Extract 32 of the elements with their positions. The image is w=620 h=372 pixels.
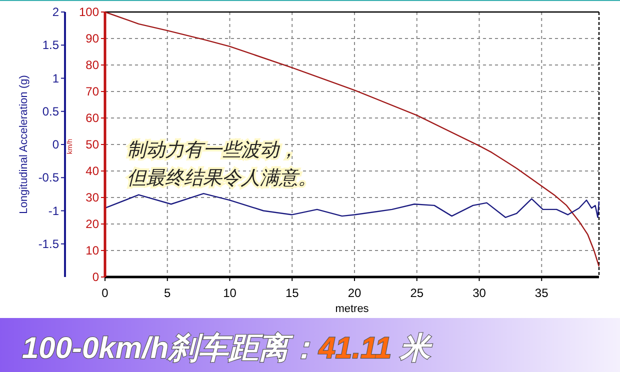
x-tick-label: 10 — [223, 286, 237, 300]
y-tick-label: 30 — [86, 190, 100, 204]
y2-tick-label: -1.5 — [38, 236, 60, 251]
y-tick-label: 0 — [92, 270, 100, 284]
y-tick-label: 60 — [86, 111, 100, 125]
y-tick-label: 40 — [86, 164, 100, 178]
y2-tick-label: 1 — [52, 71, 60, 86]
x-tick-label: 35 — [534, 286, 549, 300]
y2-axis-title: Longitudinal Acceleration (g) — [18, 75, 30, 214]
y2-tick-label: 0 — [52, 138, 60, 152]
x-axis-title: metres — [335, 303, 370, 315]
annotation: 制动力有一些波动， — [127, 140, 298, 161]
x-tick-label: 15 — [285, 286, 300, 300]
y2-tick-label: 0.5 — [42, 104, 60, 118]
y-tick-label: 50 — [86, 138, 100, 152]
y2-tick-label: 2 — [52, 5, 60, 19]
y2-tick-label: 1.5 — [42, 38, 60, 52]
y-tick-label: 90 — [86, 32, 100, 46]
y2-tick-label: -0.5 — [38, 170, 60, 185]
y-tick-label: 100 — [78, 5, 100, 19]
x-tick-label: 25 — [410, 286, 424, 300]
annotation: 但最终结果令人满意。 — [127, 168, 317, 189]
y-tick-label: 80 — [86, 58, 100, 72]
x-tick-label: 5 — [164, 286, 172, 300]
x-tick-label: 20 — [348, 286, 362, 300]
y-tick-label: 20 — [86, 217, 100, 231]
text: 100-0km/h刹车距离：41.11 米 — [22, 331, 433, 365]
x-tick-label: 30 — [472, 286, 486, 300]
y-tick-label: 70 — [86, 84, 100, 98]
y2-tick-label: -1 — [48, 204, 60, 218]
y-tick-label: 10 — [86, 244, 100, 258]
x-tick-label: 0 — [102, 286, 109, 300]
